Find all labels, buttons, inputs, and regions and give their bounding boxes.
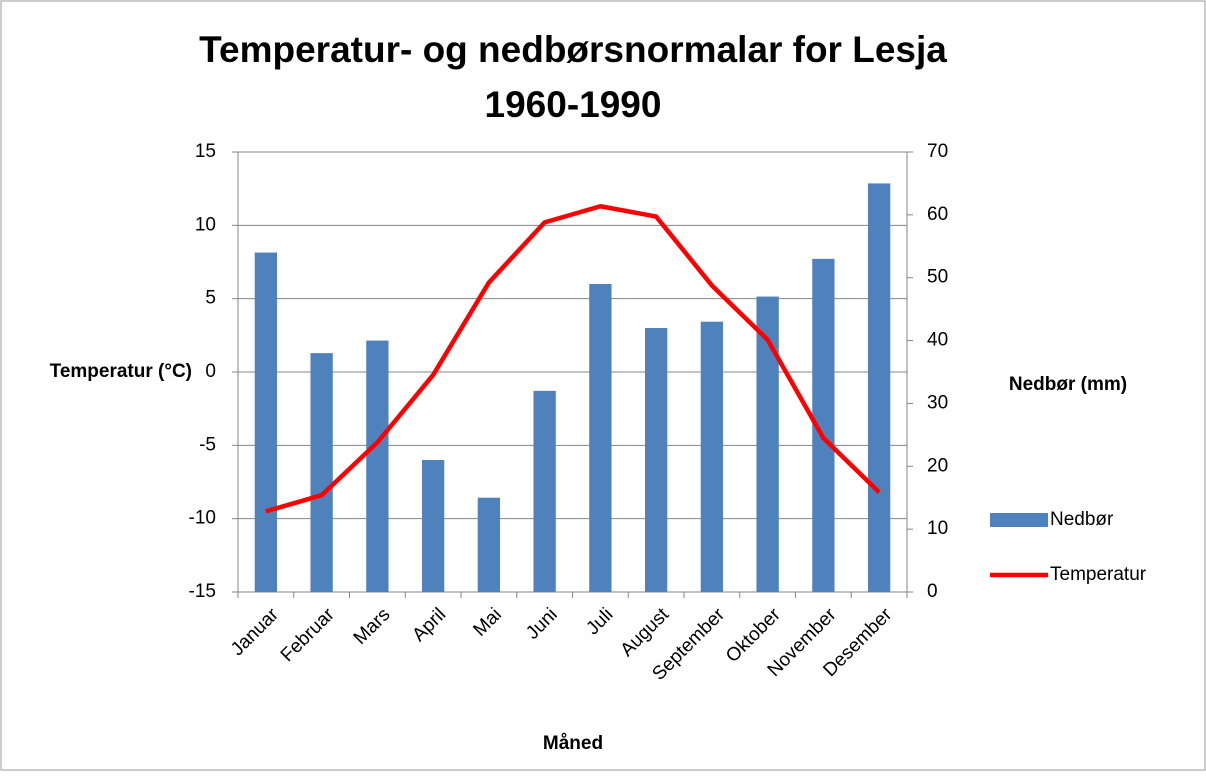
- bar: [533, 390, 556, 592]
- y2-axis-title: Nedbør (mm): [1009, 374, 1127, 395]
- chart-title: Temperatur- og nedbørsnormalar for Lesja: [199, 29, 947, 70]
- bar: [477, 497, 501, 592]
- bar: [366, 340, 389, 592]
- y2-tick-label: 30: [927, 392, 948, 413]
- legend-label: Nedbør: [1050, 509, 1114, 530]
- bar: [644, 328, 668, 592]
- bar: [421, 460, 445, 592]
- bar: [254, 252, 278, 593]
- y-tick-label: -15: [189, 581, 216, 602]
- x-axis-title: Måned: [543, 733, 603, 754]
- y-tick-label: -5: [199, 434, 216, 455]
- y-tick-label: 15: [195, 141, 216, 162]
- y-tick-label: -10: [189, 508, 216, 529]
- y2-tick-label: 10: [927, 518, 948, 539]
- y-tick-label: 10: [195, 214, 216, 235]
- chart-subtitle: 1960-1990: [485, 84, 662, 125]
- y-tick-label: 5: [205, 288, 216, 309]
- bar: [310, 353, 333, 592]
- y2-tick-label: 0: [927, 581, 938, 602]
- y2-tick-label: 60: [927, 204, 948, 225]
- y2-tick-label: 40: [927, 330, 948, 351]
- y2-tick-label: 70: [927, 141, 948, 162]
- bar: [589, 284, 612, 592]
- y-axis-title: Temperatur (°C): [50, 361, 192, 382]
- legend-swatch: [990, 513, 1048, 527]
- line: [265, 204, 881, 514]
- legend-label: Temperatur: [1050, 564, 1147, 585]
- y-tick-label: 0: [205, 361, 216, 382]
- y2-tick-label: 50: [927, 267, 948, 288]
- bar: [812, 258, 835, 592]
- y2-tick-label: 20: [927, 455, 948, 476]
- bar: [756, 296, 779, 592]
- bar: [867, 183, 891, 592]
- bar: [700, 321, 724, 592]
